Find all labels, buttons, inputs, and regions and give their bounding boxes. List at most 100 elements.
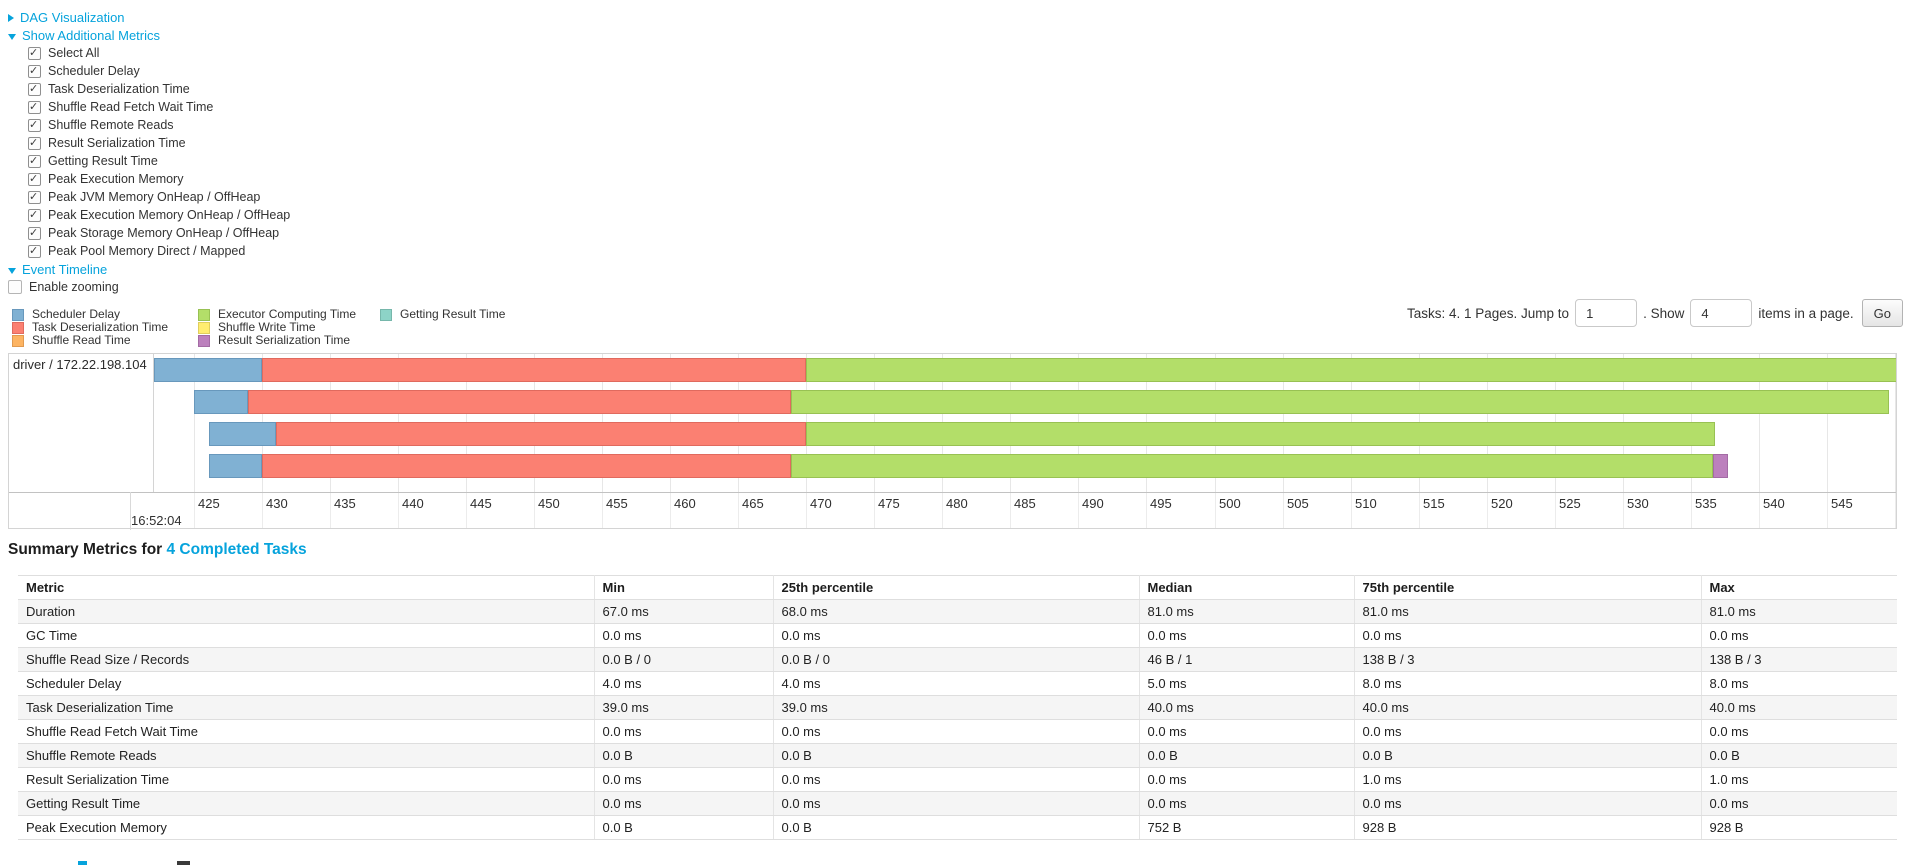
table-cell: 8.0 ms — [1701, 671, 1897, 696]
table-row: Peak Execution Memory 0.0 B 0.0 B 752 B 928 … — [18, 815, 1897, 840]
summary-title-prefix: Summary Metrics for — [8, 541, 167, 558]
chevron-down-icon — [8, 267, 16, 274]
gridline — [1419, 493, 1420, 528]
metric-checkbox-result-serialization-time[interactable]: Result Serialization Time — [28, 136, 186, 150]
legend-label: Shuffle Write Time — [218, 320, 316, 334]
axis-line — [9, 492, 1896, 493]
table-row: Scheduler Delay 4.0 ms 4.0 ms 5.0 ms 8.0 ms 8… — [18, 671, 1897, 696]
task-bar-segment-scheduler-delay[interactable] — [209, 422, 276, 446]
table-cell: 0.0 ms — [1354, 791, 1702, 816]
go-button[interactable]: Go — [1861, 299, 1903, 327]
task-bar-segment-task-deserialization[interactable] — [276, 422, 806, 446]
table-cell: 5.0 ms — [1139, 671, 1355, 696]
task-bar-segment-task-deserialization[interactable] — [262, 454, 791, 478]
axis-tick-label: 485 — [1014, 496, 1036, 511]
checkbox-unchecked-icon — [8, 280, 22, 294]
axis-tick-label: 450 — [538, 496, 560, 511]
summary-metrics-title: Summary Metrics for 4 Completed Tasks — [8, 541, 307, 559]
axis-tick-label: 480 — [946, 496, 968, 511]
axis-tick-label: 465 — [742, 496, 764, 511]
axis-tick-label: 490 — [1082, 496, 1104, 511]
gridline — [534, 493, 535, 528]
metric-checkbox-peak-pool-memory-direct-mapped[interactable]: Peak Pool Memory Direct / Mapped — [28, 244, 245, 258]
gridline — [806, 493, 807, 528]
checkbox-checked-icon — [28, 64, 41, 78]
table-cell: 67.0 ms — [594, 599, 774, 624]
checkbox-checked-icon — [28, 244, 41, 258]
metric-checkbox-shuffle-remote-reads[interactable]: Shuffle Remote Reads — [28, 118, 174, 132]
table-cell: 39.0 ms — [773, 695, 1140, 720]
metric-checkbox-select-all[interactable]: Select All — [28, 46, 99, 60]
table-cell: 0.0 B — [1139, 743, 1355, 768]
table-cell: 0.0 ms — [1139, 791, 1355, 816]
table-cell: Getting Result Time — [18, 791, 595, 816]
task-bar-segment-executor-computing[interactable] — [806, 358, 1896, 382]
table-cell: GC Time — [18, 623, 595, 648]
task-bar-segment-result-serialization[interactable] — [1713, 454, 1728, 478]
metric-checkbox-peak-storage-memory-onheap-offheap[interactable]: Peak Storage Memory OnHeap / OffHeap — [28, 226, 279, 240]
task-bar-segment-scheduler-delay[interactable] — [154, 358, 262, 382]
task-bar-segment-task-deserialization[interactable] — [248, 390, 791, 414]
task-bar-segment-scheduler-delay[interactable] — [209, 454, 262, 478]
checkbox-checked-icon — [28, 190, 41, 204]
gridline — [398, 493, 399, 528]
checkbox-checked-icon — [28, 82, 41, 96]
table-cell: 0.0 ms — [594, 719, 774, 744]
task-bar-segment-scheduler-delay[interactable] — [194, 390, 248, 414]
show-additional-metrics-toggle[interactable]: Show Additional Metrics — [8, 28, 160, 43]
axis-tick-label: 435 — [334, 496, 356, 511]
task-bar-segment-task-deserialization[interactable] — [262, 358, 806, 382]
timeline-plot-area — [154, 354, 1896, 492]
axis-tick-label: 440 — [402, 496, 424, 511]
gridline — [738, 493, 739, 528]
event-timeline-toggle[interactable]: Event Timeline — [8, 262, 107, 277]
task-bar-segment-executor-computing[interactable] — [791, 390, 1889, 414]
legend-item: Shuffle Read Time — [12, 334, 131, 347]
table-cell: 0.0 B — [594, 815, 774, 840]
table-cell: 0.0 ms — [1354, 623, 1702, 648]
task-bar-segment-executor-computing[interactable] — [791, 454, 1713, 478]
gridline — [1827, 354, 1828, 492]
dag-visualization-label: DAG Visualization — [20, 10, 125, 25]
items-per-page-input[interactable] — [1690, 299, 1753, 327]
metric-checkbox-label: Result Serialization Time — [48, 136, 186, 150]
metric-checkbox-task-deserialization-time[interactable]: Task Deserialization Time — [28, 82, 190, 96]
gridline — [262, 493, 263, 528]
chevron-down-icon — [8, 33, 16, 40]
shuffle-write-swatch-icon — [198, 321, 210, 334]
executor-group-label: driver / 172.22.198.104 — [13, 357, 147, 372]
legend-label: Executor Computing Time — [218, 307, 357, 321]
completed-tasks-link[interactable]: 4 Completed Tasks — [166, 541, 307, 558]
table-cell: 0.0 ms — [773, 719, 1140, 744]
gridline — [1895, 354, 1896, 492]
column-header: 75th percentile — [1354, 575, 1702, 600]
gridline — [1759, 493, 1760, 528]
task-bar-segment-executor-computing[interactable] — [806, 422, 1715, 446]
metric-checkbox-getting-result-time[interactable]: Getting Result Time — [28, 154, 158, 168]
metric-checkbox-scheduler-delay[interactable]: Scheduler Delay — [28, 64, 140, 78]
table-cell: 40.0 ms — [1139, 695, 1355, 720]
table-row: Getting Result Time 0.0 ms 0.0 ms 0.0 ms 0.0… — [18, 791, 1897, 816]
table-cell: 0.0 B / 0 — [594, 647, 774, 672]
jump-to-page-input[interactable] — [1575, 299, 1638, 327]
table-cell: 928 B — [1701, 815, 1897, 840]
metric-checkbox-peak-execution-memory[interactable]: Peak Execution Memory — [28, 172, 183, 186]
legend-item: Task Deserialization Time — [12, 321, 168, 334]
dag-visualization-toggle[interactable]: DAG Visualization — [8, 10, 125, 25]
enable-zooming-checkbox[interactable]: Enable zooming — [8, 280, 119, 294]
event-timeline-label: Event Timeline — [22, 262, 108, 277]
axis-tick-label: 500 — [1219, 496, 1241, 511]
table-cell: Duration — [18, 599, 595, 624]
axis-tick-label: 425 — [198, 496, 220, 511]
task-deserialization-swatch-icon — [12, 321, 24, 334]
gridline — [330, 493, 331, 528]
metric-checkbox-peak-jvm-memory-onheap-offheap[interactable]: Peak JVM Memory OnHeap / OffHeap — [28, 190, 260, 204]
axis-tick-label: 460 — [674, 496, 696, 511]
table-cell: 40.0 ms — [1701, 695, 1897, 720]
checkbox-checked-icon — [28, 172, 41, 186]
metric-checkbox-peak-execution-memory-onheap-offheap[interactable]: Peak Execution Memory OnHeap / OffHeap — [28, 208, 290, 222]
legend-label: Getting Result Time — [400, 307, 506, 321]
legend-item: Result Serialization Time — [198, 334, 350, 347]
metric-checkbox-shuffle-read-fetch-wait-time[interactable]: Shuffle Read Fetch Wait Time — [28, 100, 213, 114]
legend-label: Result Serialization Time — [218, 333, 351, 347]
